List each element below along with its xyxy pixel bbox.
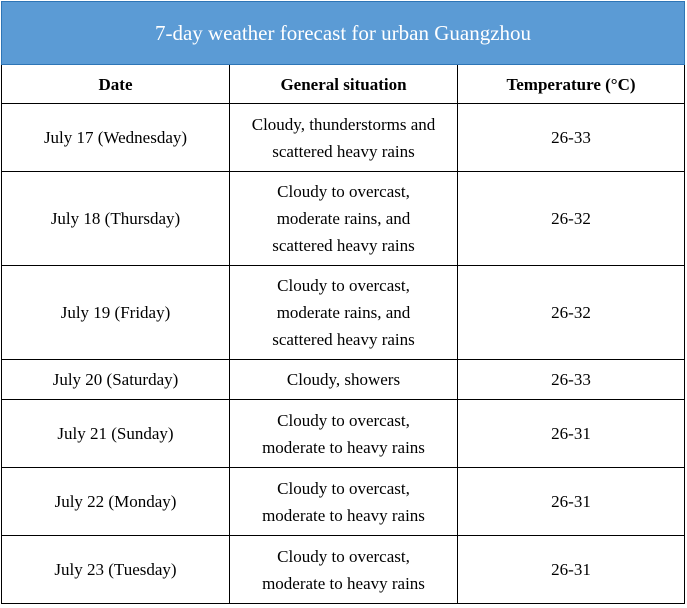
table-row: July 17 (Wednesday) Cloudy, thunderstorm… <box>1 103 685 172</box>
date-cell: July 23 (Tuesday) <box>1 535 230 604</box>
date-cell: July 20 (Saturday) <box>1 359 230 400</box>
situation-text: Cloudy to overcast, moderate to heavy ra… <box>262 478 425 525</box>
table-title: 7-day weather forecast for urban Guangzh… <box>1 1 685 65</box>
date-cell: July 19 (Friday) <box>1 265 230 360</box>
situation-cell: Cloudy to overcast, moderate rains, and … <box>229 265 458 360</box>
situation-text: Cloudy, showers <box>286 370 401 389</box>
table-row: July 22 (Monday) Cloudy to overcast, mod… <box>1 467 685 536</box>
table-row: July 20 (Saturday) Cloudy, showers 26-33 <box>1 359 685 400</box>
situation-text: Cloudy to overcast, moderate rains, and … <box>272 276 415 349</box>
temperature-cell: 26-32 <box>457 265 685 360</box>
column-header-temperature: Temperature (°C) <box>457 64 685 104</box>
table-row: July 23 (Tuesday) Cloudy to overcast, mo… <box>1 535 685 604</box>
date-cell: July 22 (Monday) <box>1 467 230 536</box>
situation-cell: Cloudy, showers <box>229 359 458 400</box>
situation-cell: Cloudy, thunderstorms and scattered heav… <box>229 103 458 172</box>
temperature-cell: 26-32 <box>457 171 685 266</box>
table-row: July 21 (Sunday) Cloudy to overcast, mod… <box>1 399 685 468</box>
temperature-cell: 26-33 <box>457 359 685 400</box>
situation-cell: Cloudy to overcast, moderate to heavy ra… <box>229 467 458 536</box>
column-header-situation: General situation <box>229 64 458 104</box>
date-cell: July 21 (Sunday) <box>1 399 230 468</box>
title-row: 7-day weather forecast for urban Guangzh… <box>1 1 685 65</box>
date-cell: July 17 (Wednesday) <box>1 103 230 172</box>
situation-text: Cloudy to overcast, moderate to heavy ra… <box>262 410 425 457</box>
table-row: July 19 (Friday) Cloudy to overcast, mod… <box>1 265 685 360</box>
column-header-date: Date <box>1 64 230 104</box>
table-row: July 18 (Thursday) Cloudy to overcast, m… <box>1 171 685 266</box>
date-cell: July 18 (Thursday) <box>1 171 230 266</box>
situation-cell: Cloudy to overcast, moderate to heavy ra… <box>229 535 458 604</box>
situation-text: Cloudy to overcast, moderate to heavy ra… <box>262 546 425 593</box>
temperature-cell: 26-31 <box>457 399 685 468</box>
situation-cell: Cloudy to overcast, moderate to heavy ra… <box>229 399 458 468</box>
situation-cell: Cloudy to overcast, moderate rains, and … <box>229 171 458 266</box>
temperature-cell: 26-31 <box>457 535 685 604</box>
temperature-cell: 26-31 <box>457 467 685 536</box>
temperature-cell: 26-33 <box>457 103 685 172</box>
situation-text: Cloudy, thunderstorms and scattered heav… <box>251 114 436 161</box>
situation-text: Cloudy to overcast, moderate rains, and … <box>272 182 415 255</box>
header-row: Date General situation Temperature (°C) <box>1 64 685 104</box>
